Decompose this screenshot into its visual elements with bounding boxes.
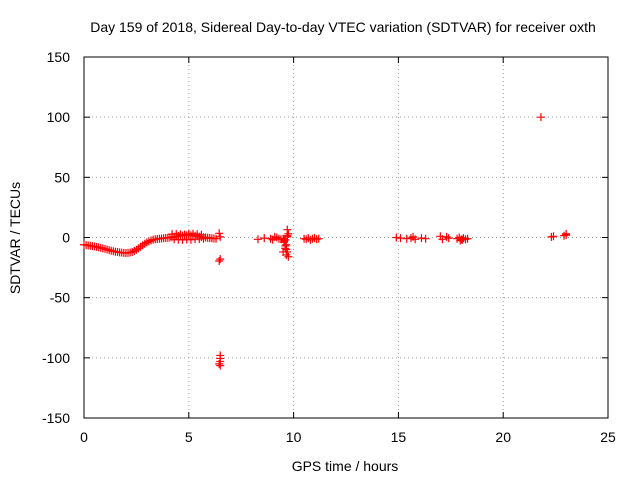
data-point (260, 234, 269, 243)
x-tick-label: 10 (286, 429, 302, 445)
axis-ticks: 0 5 10 15 20 25 -150 -100 -50 0 50 100 150 (42, 49, 616, 445)
data-point (215, 256, 224, 265)
y-tick-label: 100 (47, 109, 71, 125)
y-tick-label: 50 (54, 169, 70, 185)
y-tick-label: -100 (42, 350, 70, 366)
y-tick-label: -150 (42, 410, 70, 426)
data-point (215, 359, 224, 368)
data-point (216, 255, 225, 264)
data-point (562, 231, 571, 240)
x-tick-label: 25 (600, 429, 616, 445)
data-point (411, 235, 420, 244)
data-point (216, 232, 225, 241)
x-tick-label: 5 (185, 429, 193, 445)
data-point (417, 234, 426, 243)
data-point (216, 361, 225, 370)
data-point (186, 235, 195, 244)
data-point (396, 234, 405, 243)
x-axis-label: GPS time / hours (292, 458, 399, 474)
y-axis-label: SDTVAR / TECUs (7, 182, 23, 294)
data-points (80, 113, 571, 370)
data-point (456, 236, 465, 245)
data-point (549, 232, 558, 241)
x-tick-label: 0 (80, 429, 88, 445)
data-point (536, 113, 545, 122)
data-point (463, 234, 472, 243)
chart-title: Day 159 of 2018, Sidereal Day-to-day VTE… (90, 19, 596, 35)
data-point (421, 234, 430, 243)
data-point (284, 229, 293, 238)
y-tick-label: -50 (50, 290, 70, 306)
x-tick-label: 15 (391, 429, 407, 445)
data-point (193, 230, 202, 239)
data-point (199, 234, 208, 243)
data-point (444, 234, 453, 243)
y-tick-label: 0 (62, 230, 70, 246)
y-tick-label: 150 (47, 49, 71, 65)
data-point (314, 234, 323, 243)
data-point (284, 252, 293, 261)
data-point (392, 233, 401, 242)
data-point (438, 235, 447, 244)
data-point (212, 234, 221, 243)
data-point (283, 225, 292, 234)
data-point (215, 229, 224, 238)
data-point (282, 240, 291, 249)
data-point (402, 234, 411, 243)
data-point (279, 247, 288, 256)
data-point (180, 230, 189, 239)
data-point (253, 235, 262, 244)
x-tick-label: 20 (495, 429, 511, 445)
